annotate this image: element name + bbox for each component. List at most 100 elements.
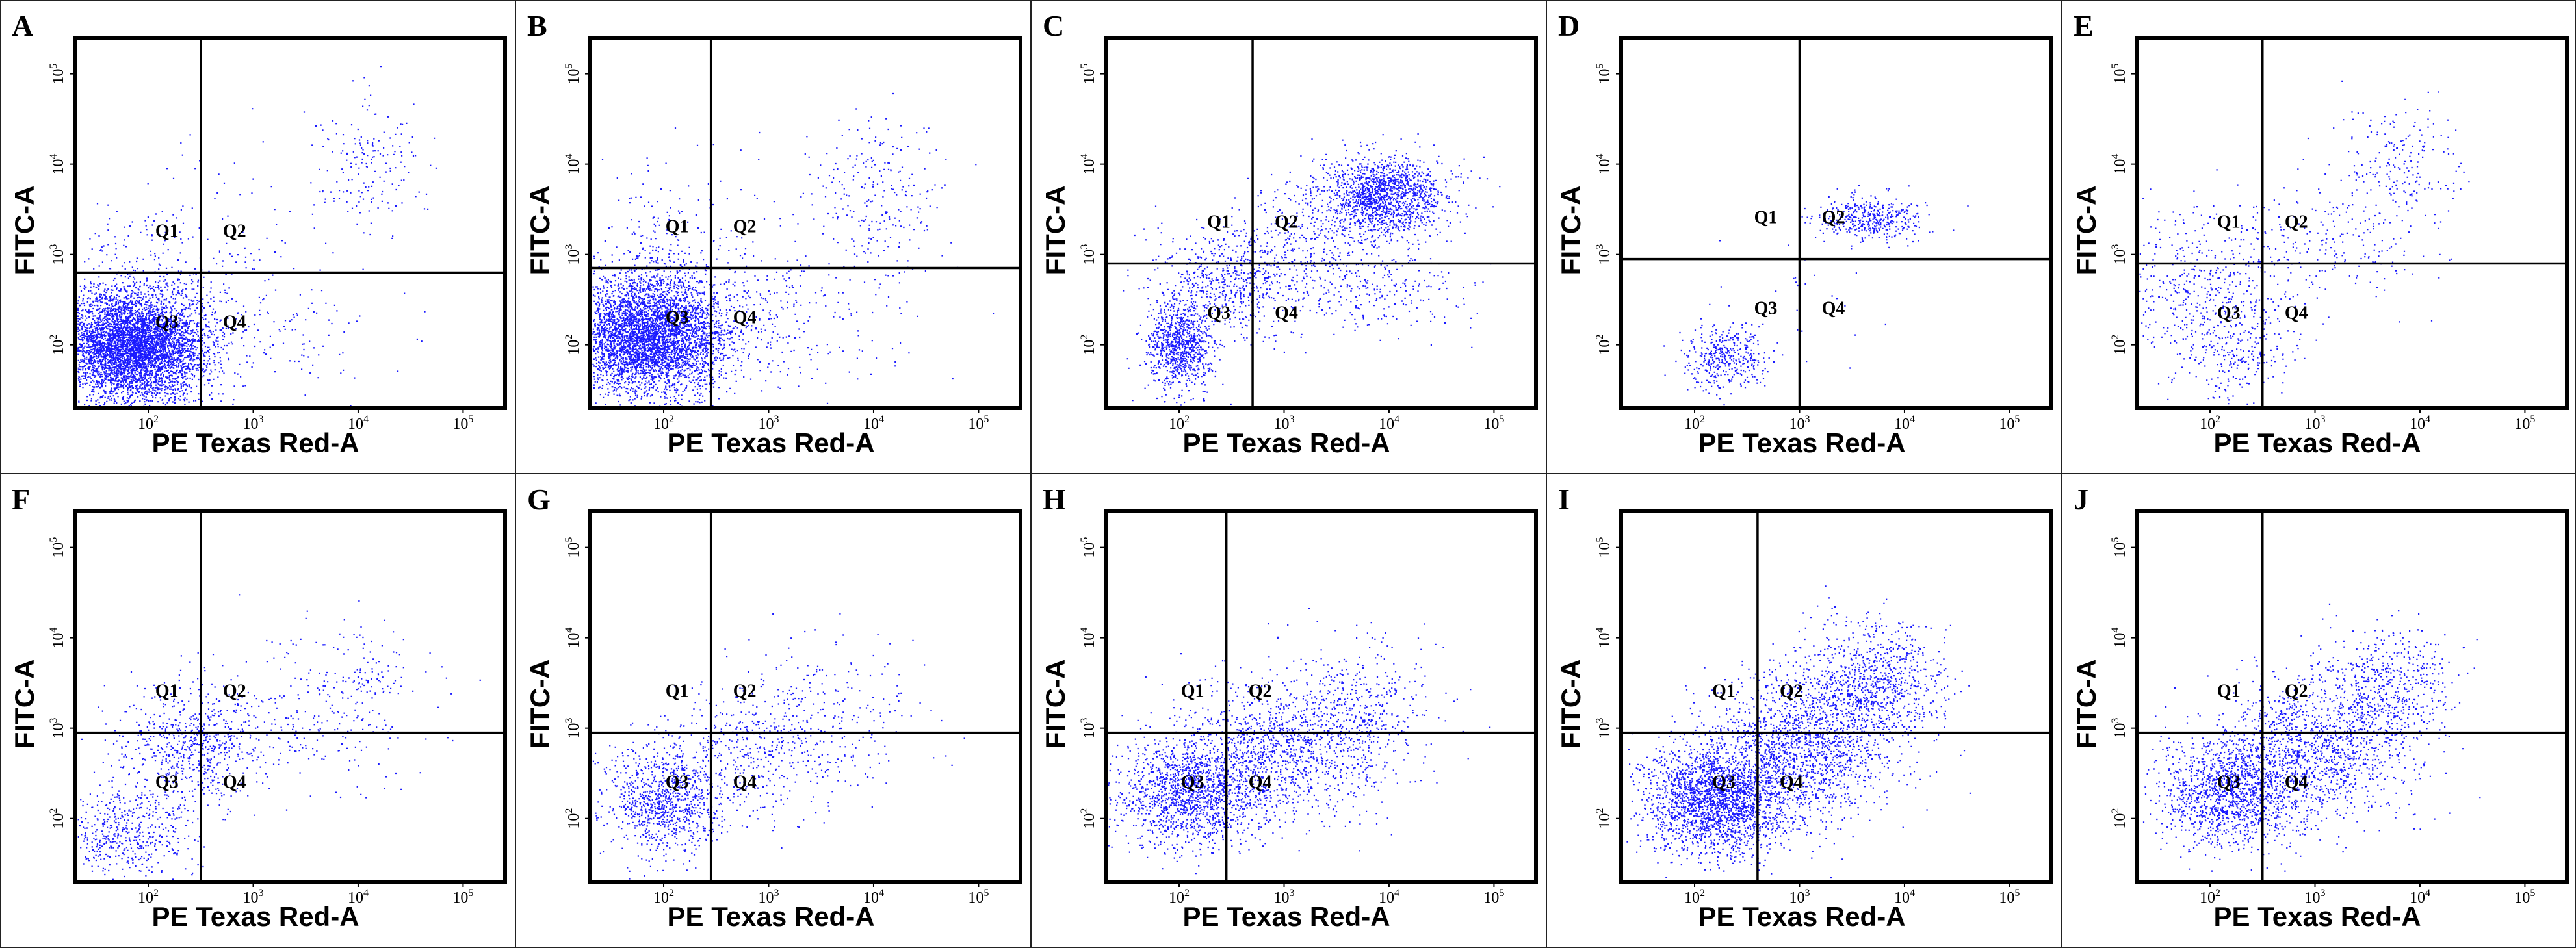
- quadrant-label-q3: Q3: [666, 308, 689, 328]
- y-tick-label: 105: [2110, 64, 2129, 84]
- x-tick-label: 105: [2514, 414, 2535, 433]
- y-tick-label: 102: [48, 808, 67, 829]
- y-axis-label: FITC-A: [1040, 660, 1071, 749]
- quadrant-label-q1: Q1: [1181, 682, 1204, 702]
- y-tick-label: 105: [1594, 64, 1613, 84]
- x-tick-label: 105: [968, 414, 989, 433]
- panel-letter: B: [527, 9, 547, 42]
- y-tick-label: 104: [1079, 628, 1098, 648]
- x-tick-label: 105: [968, 888, 989, 906]
- y-tick-label: 102: [2110, 808, 2129, 829]
- quadrant-label-q1: Q1: [666, 682, 689, 702]
- y-tick-label: 105: [1594, 537, 1613, 558]
- y-tick-label: 105: [2110, 537, 2129, 558]
- panel-letter: E: [2074, 9, 2094, 42]
- x-tick-label: 105: [1999, 888, 2020, 906]
- y-tick-label: 103: [564, 718, 582, 739]
- y-tick-label: 104: [564, 628, 582, 648]
- scatter-point: [1626, 585, 1971, 879]
- scatter-points: [1108, 608, 1491, 875]
- panel-letter: H: [1043, 483, 1066, 516]
- y-axis-label: FITC-A: [9, 660, 40, 749]
- scatter-point: [1663, 185, 1969, 406]
- x-tick-label: 105: [452, 414, 473, 433]
- x-tick-label: 105: [452, 888, 473, 906]
- panel-letter: G: [527, 483, 551, 516]
- quadrant-label-q1: Q1: [1754, 208, 1778, 228]
- x-tick-label: 105: [2514, 888, 2535, 906]
- y-tick-label: 104: [2110, 154, 2129, 175]
- y-tick-label: 104: [564, 154, 582, 175]
- y-tick-label: 104: [48, 154, 67, 175]
- y-tick-label: 103: [1594, 244, 1613, 265]
- plot-frame: [1104, 36, 1538, 410]
- y-tick-label: 105: [48, 64, 67, 84]
- y-tick-label: 102: [1594, 808, 1613, 829]
- quadrant-label-q1: Q1: [2217, 682, 2241, 702]
- y-tick-label: 104: [1594, 628, 1613, 648]
- y-tick-label: 104: [1079, 154, 1098, 175]
- y-tick-label: 105: [1079, 537, 1098, 558]
- y-tick-label: 103: [1594, 718, 1613, 739]
- plot-frame: [73, 509, 507, 884]
- quadrant-label-q2: Q2: [1249, 682, 1272, 702]
- plot-frame: [2135, 36, 2569, 410]
- quadrant-label-q2: Q2: [223, 682, 246, 702]
- y-axis-label: FITC-A: [1555, 660, 1586, 749]
- y-axis-label: FITC-A: [1555, 186, 1586, 275]
- scatter-points: [592, 613, 965, 882]
- quadrant-label-q1: Q1: [1207, 212, 1230, 233]
- quadrant-label-q4: Q4: [733, 773, 757, 793]
- plot-frame: [73, 36, 507, 410]
- scatter-points: [592, 92, 995, 408]
- x-tick-label: 102: [138, 888, 159, 906]
- plot-frame: [1619, 509, 2053, 884]
- scatter-points: [1626, 585, 1971, 879]
- scatter-point: [77, 66, 437, 407]
- quadrant-label-q4: Q4: [1249, 773, 1272, 793]
- plot-frame: [2135, 509, 2569, 884]
- quadrant-label-q3: Q3: [2217, 773, 2241, 793]
- scatter-points: [77, 594, 481, 880]
- y-tick-label: 102: [1079, 808, 1098, 829]
- quadrant-label-q1: Q1: [1712, 682, 1736, 702]
- y-tick-label: 105: [48, 537, 67, 558]
- quadrant-label-q1: Q1: [666, 217, 689, 237]
- quadrant-label-q2: Q2: [1780, 682, 1803, 702]
- quadrant-label-q4: Q4: [2285, 303, 2308, 324]
- x-axis-label: PE Texas Red-A: [152, 901, 359, 932]
- panel-letter: A: [12, 9, 33, 42]
- plot-frame: [1104, 509, 1538, 884]
- scatter-point: [77, 594, 481, 880]
- y-tick-label: 103: [2110, 244, 2129, 265]
- scatter-points: [2139, 80, 2470, 405]
- scatter-point: [2142, 603, 2481, 872]
- x-tick-label: 105: [1999, 414, 2020, 433]
- quadrant-label-q3: Q3: [155, 773, 179, 793]
- y-tick-label: 104: [2110, 628, 2129, 648]
- x-tick-label: 105: [1483, 888, 1504, 906]
- scatter-point: [1108, 608, 1491, 875]
- x-axis-label: PE Texas Red-A: [1698, 901, 1906, 932]
- quadrant-label-q2: Q2: [733, 217, 757, 237]
- x-tick-label: 104: [2410, 888, 2430, 906]
- quadrant-label-q3: Q3: [666, 773, 689, 793]
- plot-frame: [1619, 36, 2053, 410]
- y-tick-label: 103: [564, 244, 582, 265]
- quadrant-label-q3: Q3: [1712, 773, 1736, 793]
- x-axis-label: PE Texas Red-A: [2214, 901, 2421, 932]
- quadrant-label-q2: Q2: [733, 682, 757, 702]
- x-axis-label: PE Texas Red-A: [1183, 901, 1390, 932]
- scatter-point: [592, 613, 965, 882]
- panel-letter: D: [1558, 9, 1580, 42]
- y-axis-label: FITC-A: [525, 660, 555, 749]
